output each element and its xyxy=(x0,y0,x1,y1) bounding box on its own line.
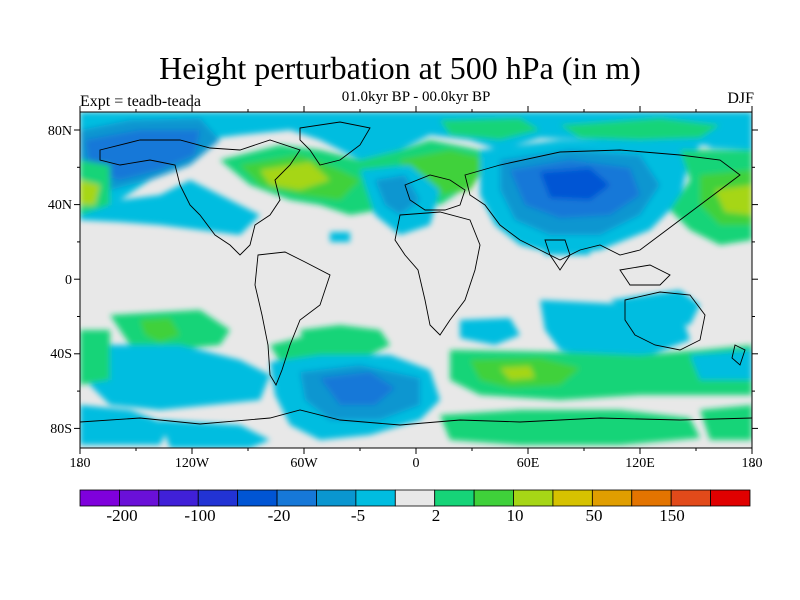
contour-region xyxy=(80,405,170,445)
contour-region xyxy=(540,168,610,200)
contour-region xyxy=(715,185,752,215)
lat-label-80n: 80N xyxy=(47,124,72,139)
season-label: DJF xyxy=(727,90,754,107)
colorbar-swatch xyxy=(710,489,751,507)
perturbation-field xyxy=(80,112,752,448)
contour-region xyxy=(80,330,110,385)
contour-region xyxy=(440,118,540,140)
lat-label-80s: 80S xyxy=(50,422,72,437)
contour-region xyxy=(160,420,270,448)
lat-label-40n: 40N xyxy=(47,198,72,213)
contour-region xyxy=(140,318,180,342)
lon-label-120w: 120W xyxy=(174,456,210,471)
lon-label-180w: 180 xyxy=(69,456,91,471)
contour-region xyxy=(460,318,520,345)
colorbar-swatch xyxy=(119,489,160,507)
experiment-label: Expt = teadb-teada xyxy=(80,93,201,110)
colorbar-swatch xyxy=(158,489,199,507)
coastlines xyxy=(80,121,752,426)
lon-label-60w: 60W xyxy=(290,456,318,471)
contour-region xyxy=(320,372,395,405)
colorbar-swatch xyxy=(394,489,436,507)
colorbar xyxy=(79,489,751,507)
colorbar-swatch xyxy=(591,489,633,507)
contour-region xyxy=(80,180,100,205)
colorbar-swatch xyxy=(434,489,475,507)
colorbar-swatch xyxy=(79,489,120,507)
contour-region xyxy=(375,175,420,215)
colorbar-swatch xyxy=(237,489,278,507)
contour-region xyxy=(610,290,700,325)
contour-region xyxy=(700,405,752,440)
colorbar-label: -5 xyxy=(350,506,366,525)
lat-label-equator: 0 xyxy=(65,273,72,288)
map-subtitle: 01.0kyr BP - 00.0kyr BP xyxy=(341,89,491,105)
colorbar-label: -200 xyxy=(106,506,138,525)
colorbar-label: -20 xyxy=(267,506,291,525)
contour-region xyxy=(85,130,200,180)
contour-region xyxy=(330,232,350,242)
contour-region xyxy=(90,345,270,410)
lat-label-40s: 40S xyxy=(50,347,72,362)
colorbar-label: -100 xyxy=(184,506,216,525)
lon-label-60e: 60E xyxy=(516,456,540,471)
colorbar-label: 150 xyxy=(659,506,685,525)
lon-label-180e: 180 xyxy=(741,456,763,471)
lon-label-120e: 120E xyxy=(625,456,655,471)
map-title: Height perturbation at 500 hPa (in m) xyxy=(159,50,641,86)
contour-region xyxy=(80,180,260,235)
contour-region xyxy=(260,162,330,190)
colorbar-label: 10 xyxy=(506,506,524,525)
colorbar-swatch xyxy=(276,489,317,507)
colorbar-swatch xyxy=(513,489,554,507)
colorbar-label: 50 xyxy=(585,506,603,525)
colorbar-swatch xyxy=(473,489,514,507)
colorbar-swatch xyxy=(355,489,396,507)
colorbar-swatch xyxy=(670,489,711,507)
colorbar-swatch xyxy=(631,489,672,507)
contour-region xyxy=(560,118,720,140)
contour-region xyxy=(500,366,535,380)
contour-region xyxy=(440,410,700,445)
lon-label-0: 0 xyxy=(412,456,420,471)
colorbar-swatch xyxy=(316,489,357,507)
contour-region xyxy=(690,350,752,380)
colorbar-swatch xyxy=(552,489,593,507)
colorbar-label: 2 xyxy=(431,506,441,525)
colorbar-swatch xyxy=(197,489,239,507)
